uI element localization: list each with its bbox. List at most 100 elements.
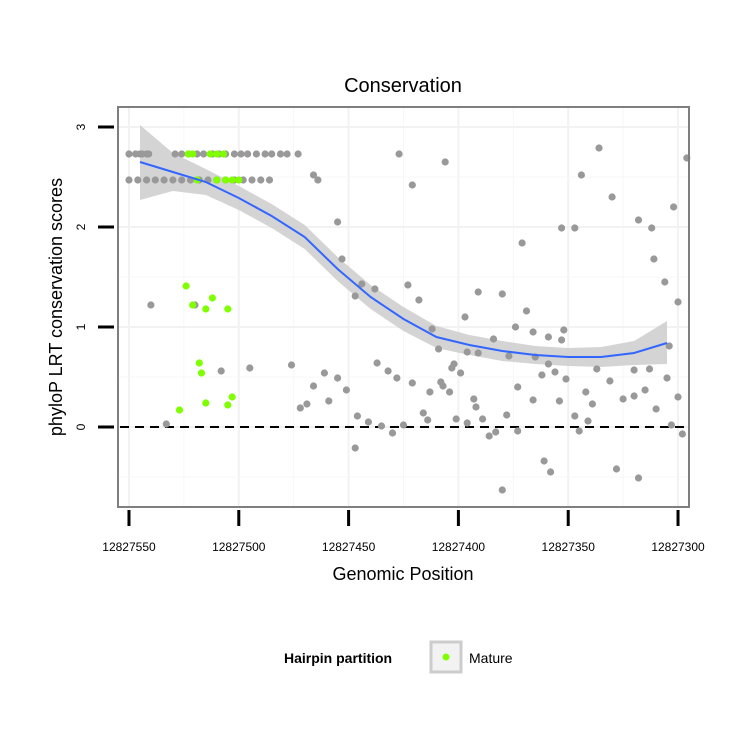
- y-tick-label: 3: [74, 123, 88, 130]
- other-point: [558, 224, 566, 232]
- other-point: [514, 383, 522, 391]
- other-point: [489, 335, 498, 343]
- other-point: [529, 396, 537, 404]
- other-point: [544, 333, 553, 341]
- other-point: [634, 474, 643, 482]
- other-point: [670, 203, 678, 211]
- other-point: [472, 403, 480, 411]
- other-point: [577, 171, 586, 179]
- other-point: [665, 342, 673, 350]
- other-point: [147, 301, 155, 309]
- other-point: [244, 150, 252, 158]
- other-point: [334, 374, 342, 382]
- other-point: [171, 150, 179, 158]
- other-point: [560, 326, 568, 334]
- other-point: [268, 150, 276, 158]
- other-point: [408, 379, 416, 387]
- other-point: [178, 150, 186, 158]
- other-point: [353, 412, 361, 420]
- y-tick-label: 2: [74, 223, 88, 230]
- other-point: [342, 386, 350, 394]
- mature-point: [182, 282, 190, 290]
- other-point: [134, 176, 142, 184]
- other-point: [514, 427, 522, 435]
- other-point: [257, 176, 265, 184]
- other-point: [424, 416, 432, 424]
- other-point: [415, 296, 423, 304]
- legend-label-mature: Mature: [469, 650, 513, 666]
- other-point: [399, 421, 408, 429]
- other-point: [408, 181, 416, 189]
- other-point: [606, 377, 614, 385]
- other-point: [230, 150, 238, 158]
- other-point: [678, 430, 687, 438]
- x-tick-label: 12827500: [212, 540, 266, 554]
- mature-point: [189, 150, 197, 158]
- other-point: [373, 359, 381, 367]
- other-point: [608, 193, 616, 201]
- other-point: [461, 313, 469, 321]
- mature-point: [219, 150, 227, 158]
- other-point: [547, 468, 555, 476]
- other-point: [351, 292, 359, 300]
- other-point: [645, 365, 654, 373]
- other-point: [562, 375, 570, 383]
- other-point: [338, 255, 346, 263]
- other-point: [503, 411, 511, 419]
- other-point: [325, 397, 333, 405]
- other-point: [446, 388, 454, 396]
- mature-point: [202, 399, 210, 407]
- other-point: [492, 428, 500, 436]
- other-point: [457, 369, 465, 377]
- other-point: [143, 176, 151, 184]
- y-tick-label: 1: [74, 323, 88, 330]
- mature-point: [206, 150, 214, 158]
- other-point: [248, 176, 256, 184]
- other-point: [571, 412, 579, 420]
- mature-point: [224, 401, 232, 409]
- other-point: [630, 366, 638, 374]
- other-point: [674, 393, 682, 401]
- other-point: [540, 457, 548, 465]
- x-tick-label: 12827400: [432, 540, 486, 554]
- other-point: [652, 405, 660, 413]
- data-points: [125, 144, 691, 494]
- other-point: [162, 420, 170, 428]
- other-point: [426, 388, 434, 396]
- mature-point: [202, 305, 210, 313]
- other-point: [551, 368, 559, 376]
- other-point: [404, 281, 412, 289]
- y-axis-title: phyloP LRT conservation scores: [46, 178, 66, 436]
- other-point: [595, 144, 603, 152]
- other-point: [371, 285, 379, 293]
- mature-point: [228, 393, 236, 401]
- other-point: [650, 255, 658, 263]
- other-point: [538, 371, 546, 379]
- other-point: [435, 345, 443, 353]
- other-point: [450, 360, 458, 368]
- other-point: [237, 150, 245, 158]
- other-point: [252, 150, 260, 158]
- other-point: [529, 328, 537, 336]
- other-point: [217, 367, 225, 375]
- legend: Hairpin partition Mature: [284, 640, 513, 674]
- other-point: [522, 307, 531, 315]
- other-point: [498, 486, 506, 494]
- other-point: [294, 150, 302, 158]
- other-point: [419, 409, 427, 417]
- other-point: [582, 388, 590, 396]
- other-point: [641, 386, 649, 394]
- other-point: [296, 404, 304, 412]
- other-point: [558, 336, 566, 344]
- other-point: [384, 367, 392, 375]
- other-point: [309, 171, 318, 179]
- other-point: [648, 224, 656, 232]
- other-point: [463, 419, 471, 427]
- mature-point: [189, 301, 197, 309]
- other-point: [265, 176, 274, 184]
- other-point: [630, 392, 638, 400]
- other-point: [555, 397, 564, 405]
- other-point: [377, 422, 386, 430]
- other-point: [437, 378, 445, 386]
- mature-point: [208, 294, 216, 302]
